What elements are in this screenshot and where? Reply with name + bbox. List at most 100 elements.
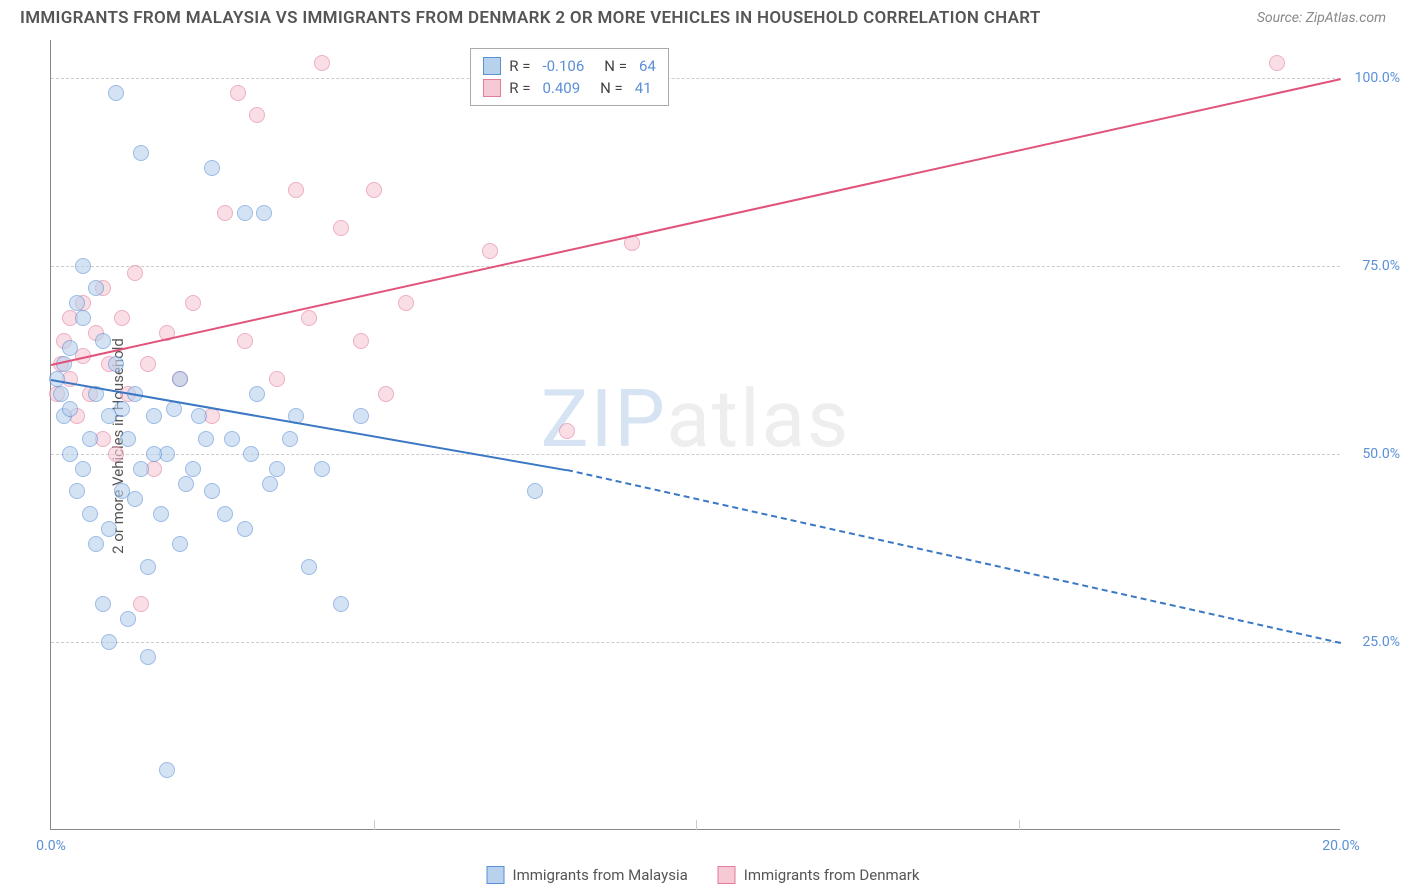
data-point xyxy=(133,596,149,612)
data-point xyxy=(172,371,188,387)
data-point xyxy=(217,506,233,522)
data-point xyxy=(269,461,285,477)
data-point xyxy=(185,295,201,311)
data-point xyxy=(127,265,143,281)
data-point xyxy=(243,446,259,462)
legend-n-label: N = xyxy=(604,57,627,75)
data-point xyxy=(256,205,272,221)
data-point xyxy=(62,340,78,356)
data-point xyxy=(127,491,143,507)
data-point xyxy=(140,649,156,665)
data-point xyxy=(249,386,265,402)
legend-row: R = 0.409 N = 41 xyxy=(483,77,656,99)
trend-line xyxy=(51,379,567,471)
data-point xyxy=(88,280,104,296)
data-point xyxy=(301,310,317,326)
data-point xyxy=(217,205,233,221)
chart-title: IMMIGRANTS FROM MALAYSIA VS IMMIGRANTS F… xyxy=(20,8,1041,28)
data-point xyxy=(314,55,330,71)
legend-item-denmark: Immigrants from Denmark xyxy=(718,866,920,884)
data-point xyxy=(333,220,349,236)
watermark: ZIPatlas xyxy=(541,372,851,466)
data-point xyxy=(133,461,149,477)
data-point xyxy=(146,446,162,462)
data-point xyxy=(288,182,304,198)
data-point xyxy=(172,536,188,552)
data-point xyxy=(159,762,175,778)
gridline-v xyxy=(374,820,375,830)
data-point xyxy=(482,243,498,259)
data-point xyxy=(108,446,124,462)
gridline-h xyxy=(51,78,1340,79)
data-point xyxy=(204,483,220,499)
data-point xyxy=(262,476,278,492)
data-point xyxy=(69,295,85,311)
scatter-plot: ZIPatlas 25.0%50.0%75.0%100.0%0.0%20.0%R… xyxy=(50,40,1340,830)
data-point xyxy=(282,431,298,447)
data-point xyxy=(269,371,285,387)
data-point xyxy=(178,476,194,492)
gridline-v xyxy=(1019,820,1020,830)
data-point xyxy=(95,333,111,349)
data-point xyxy=(398,295,414,311)
data-point xyxy=(108,356,124,372)
trend-line xyxy=(567,469,1341,644)
data-point xyxy=(120,431,136,447)
legend-r-value: -0.106 xyxy=(542,57,584,75)
trend-line xyxy=(51,78,1341,366)
legend-r-label: R = xyxy=(509,57,530,75)
legend-r-label: R = xyxy=(509,79,530,97)
legend-swatch-icon xyxy=(483,57,501,75)
data-point xyxy=(237,333,253,349)
gridline-h xyxy=(51,266,1340,267)
x-tick-label: 0.0% xyxy=(36,838,66,854)
data-point xyxy=(353,408,369,424)
data-point xyxy=(62,446,78,462)
legend-row: R = -0.106 N = 64 xyxy=(483,55,656,77)
legend-n-value: 41 xyxy=(635,79,652,97)
legend-label: Immigrants from Denmark xyxy=(744,866,920,884)
data-point xyxy=(146,408,162,424)
data-point xyxy=(82,431,98,447)
data-point xyxy=(101,634,117,650)
data-point xyxy=(133,145,149,161)
data-point xyxy=(333,596,349,612)
data-point xyxy=(88,536,104,552)
data-point xyxy=(75,461,91,477)
data-point xyxy=(191,408,207,424)
data-point xyxy=(314,461,330,477)
data-point xyxy=(527,483,543,499)
gridline-h xyxy=(51,642,1340,643)
legend-item-malaysia: Immigrants from Malaysia xyxy=(487,866,688,884)
legend-n-label: N = xyxy=(600,79,623,97)
y-tick-label: 25.0% xyxy=(1362,634,1400,650)
data-point xyxy=(75,258,91,274)
data-point xyxy=(75,310,91,326)
data-point xyxy=(62,401,78,417)
legend-swatch-icon xyxy=(718,866,736,884)
data-point xyxy=(230,85,246,101)
data-point xyxy=(198,431,214,447)
x-tick-label: 20.0% xyxy=(1322,838,1360,854)
legend-r-value: 0.409 xyxy=(542,79,580,97)
y-tick-label: 75.0% xyxy=(1362,258,1400,274)
data-point xyxy=(114,401,130,417)
legend-n-value: 64 xyxy=(639,57,656,75)
y-tick-label: 100.0% xyxy=(1355,70,1400,86)
correlation-legend: R = -0.106 N = 64 R = 0.409 N = 41 xyxy=(470,48,669,106)
data-point xyxy=(559,423,575,439)
source-label: Source: ZipAtlas.com xyxy=(1257,10,1386,26)
data-point xyxy=(120,611,136,627)
legend-label: Immigrants from Malaysia xyxy=(513,866,688,884)
data-point xyxy=(101,521,117,537)
data-point xyxy=(237,521,253,537)
data-point xyxy=(353,333,369,349)
data-point xyxy=(378,386,394,402)
gridline-v xyxy=(696,820,697,830)
y-tick-label: 50.0% xyxy=(1362,446,1400,462)
data-point xyxy=(108,85,124,101)
legend-swatch-icon xyxy=(483,79,501,97)
data-point xyxy=(95,596,111,612)
data-point xyxy=(114,310,130,326)
data-point xyxy=(1269,55,1285,71)
